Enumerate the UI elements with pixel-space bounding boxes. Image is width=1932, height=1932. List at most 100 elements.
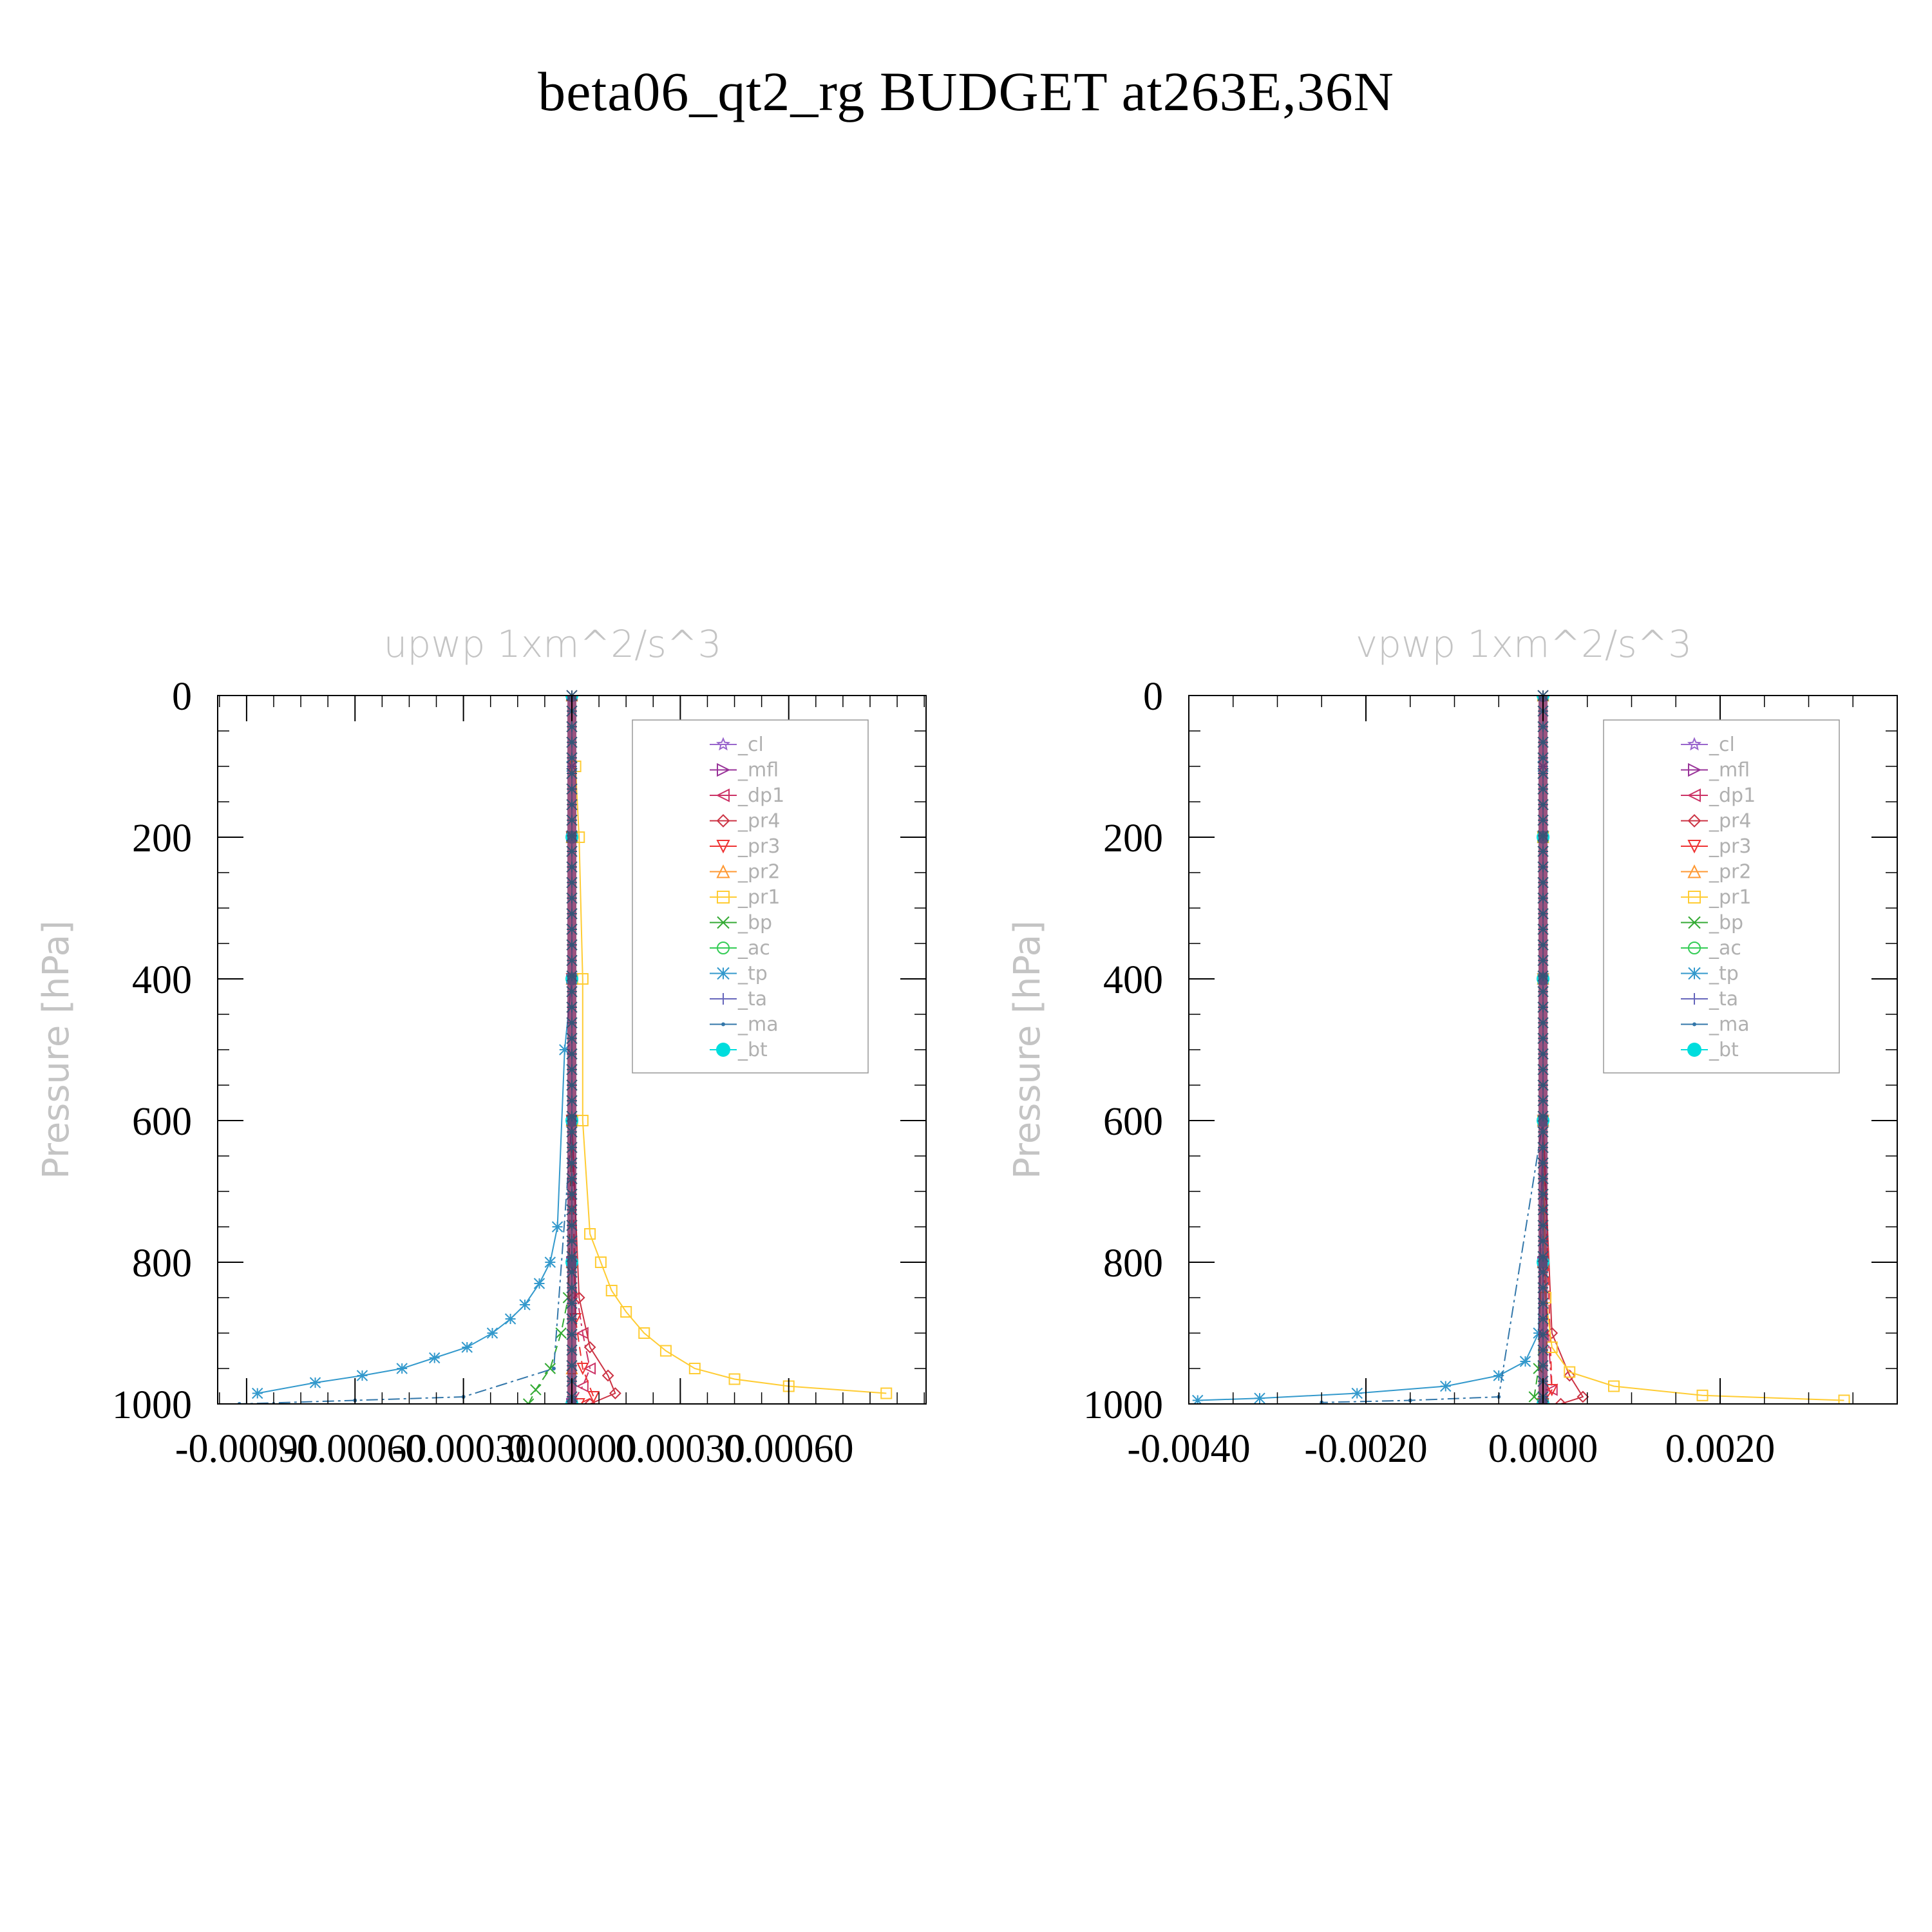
legend-marker bbox=[715, 737, 731, 751]
series-point bbox=[576, 1327, 589, 1340]
y-tick-label: 800 bbox=[1103, 1242, 1163, 1285]
series-point bbox=[555, 1327, 567, 1339]
zero-line-marker bbox=[566, 1251, 578, 1262]
zero-line-marker bbox=[1537, 908, 1549, 920]
zero-line-marker bbox=[1537, 939, 1549, 951]
series-point bbox=[309, 1377, 321, 1388]
legend-marker bbox=[1692, 1022, 1696, 1027]
legend-label: _ac bbox=[1709, 937, 1741, 960]
series-point bbox=[1555, 1397, 1567, 1404]
legend-marker bbox=[715, 788, 730, 802]
legend-marker bbox=[1688, 762, 1702, 777]
series-point bbox=[559, 1044, 571, 1056]
series-line bbox=[239, 696, 573, 1404]
x-tick-label: 0.00060 bbox=[724, 1427, 854, 1471]
legend-marker bbox=[721, 1022, 725, 1027]
zero-line-marker bbox=[566, 908, 578, 920]
zero-line-marker bbox=[566, 1344, 578, 1356]
series-line bbox=[574, 766, 887, 1394]
x-tick-label: -0.0040 bbox=[1127, 1427, 1250, 1471]
series-point bbox=[659, 1345, 672, 1357]
zero-line-marker bbox=[566, 939, 578, 951]
zero-line-marker bbox=[1537, 846, 1549, 857]
zero-line-marker bbox=[566, 830, 578, 842]
legend-marker bbox=[716, 814, 730, 828]
zero-line-marker bbox=[566, 1173, 578, 1184]
series-point bbox=[551, 1221, 564, 1233]
series-line bbox=[1197, 766, 1544, 1401]
y-tick-label: 200 bbox=[132, 817, 192, 860]
zero-line-marker bbox=[566, 1126, 578, 1138]
legend-label: _bp bbox=[1709, 912, 1743, 934]
zero-line-marker bbox=[1537, 1110, 1549, 1122]
page-title: beta06_qt2_rg BUDGET at263E,36N bbox=[538, 61, 1394, 122]
series-point bbox=[356, 1370, 368, 1381]
x-tick-label: -0.00030 bbox=[392, 1427, 535, 1471]
zero-line-marker bbox=[1537, 830, 1549, 842]
zero-line-marker bbox=[1537, 1079, 1549, 1091]
zero-line-marker bbox=[1537, 923, 1549, 935]
series-point bbox=[609, 1387, 621, 1399]
series-point bbox=[530, 1384, 542, 1396]
series-point bbox=[1351, 1387, 1363, 1399]
series-point bbox=[544, 1363, 556, 1374]
legend-label: _pr4 bbox=[737, 810, 780, 833]
series-point bbox=[429, 1352, 440, 1364]
legend-marker bbox=[717, 891, 730, 904]
series-line bbox=[1321, 696, 1544, 1403]
legend-marker bbox=[717, 942, 730, 954]
zero-line-marker bbox=[566, 1282, 578, 1294]
series-point bbox=[1519, 1356, 1531, 1367]
legend-marker bbox=[1687, 814, 1701, 828]
series-point bbox=[504, 1313, 516, 1325]
zero-line-marker bbox=[1537, 954, 1549, 967]
legend-label: _mfl bbox=[737, 759, 779, 782]
zero-line-marker bbox=[1537, 1344, 1549, 1356]
series-point bbox=[583, 1362, 596, 1375]
zero-line-marker bbox=[566, 1298, 578, 1309]
series-point bbox=[1493, 1370, 1504, 1381]
legend-box bbox=[632, 719, 869, 1074]
legend-marker bbox=[1687, 788, 1701, 802]
x-tick-label: 0.0000 bbox=[1488, 1427, 1598, 1471]
zero-line-marker bbox=[1537, 752, 1549, 764]
series-point bbox=[601, 1369, 614, 1382]
series-point bbox=[461, 1341, 473, 1353]
series-point bbox=[1546, 1384, 1558, 1397]
series-point bbox=[584, 1228, 596, 1240]
zero-line-marker bbox=[566, 861, 578, 873]
legend-marker bbox=[717, 916, 730, 929]
legend-marker bbox=[716, 864, 730, 878]
zero-line-marker bbox=[1537, 892, 1549, 904]
legend-label: _cl bbox=[1709, 734, 1735, 756]
chart-panel-1: upwp 1xm^2/s^3 Pressure [hPa] 0 200 400 600 80… bbox=[35, 622, 927, 1471]
zero-line-marker bbox=[566, 799, 578, 811]
zero-line-marker bbox=[566, 1001, 578, 1013]
series-point bbox=[396, 1363, 408, 1374]
zero-line-marker bbox=[566, 846, 578, 857]
zero-line-marker bbox=[566, 783, 578, 795]
zero-line-marker bbox=[566, 876, 578, 889]
legend: _cl _mfl_dp1 _pr4_pr3 _pr2_pr1 _bp _ac _tp _ta _… bbox=[1603, 719, 1840, 1074]
zero-line-marker bbox=[1537, 1188, 1549, 1200]
legend-marker bbox=[716, 1043, 730, 1057]
y-tick-label: 400 bbox=[132, 958, 192, 1002]
zero-line-marker bbox=[566, 1142, 578, 1153]
zero-line-marker bbox=[1537, 1220, 1549, 1231]
series-point bbox=[576, 1379, 589, 1393]
legend-marker bbox=[1687, 1043, 1701, 1057]
y-tick-label: 1000 bbox=[1083, 1383, 1163, 1427]
legend-label: _pr3 bbox=[737, 835, 780, 858]
series-point bbox=[1192, 1394, 1204, 1404]
zero-line-marker bbox=[1537, 721, 1549, 733]
legend-marker bbox=[1688, 891, 1701, 904]
x-tick-label: -0.00060 bbox=[283, 1427, 426, 1471]
panel-title: vpwp 1xm^2/s^3 bbox=[1356, 622, 1692, 666]
x-tick-label: 0.00030 bbox=[616, 1427, 746, 1471]
legend-label: _pr3 bbox=[1709, 835, 1751, 858]
zero-line-marker bbox=[566, 970, 578, 982]
series-point bbox=[620, 1306, 632, 1318]
series-point bbox=[252, 1387, 263, 1399]
zero-line-marker bbox=[1537, 861, 1549, 873]
